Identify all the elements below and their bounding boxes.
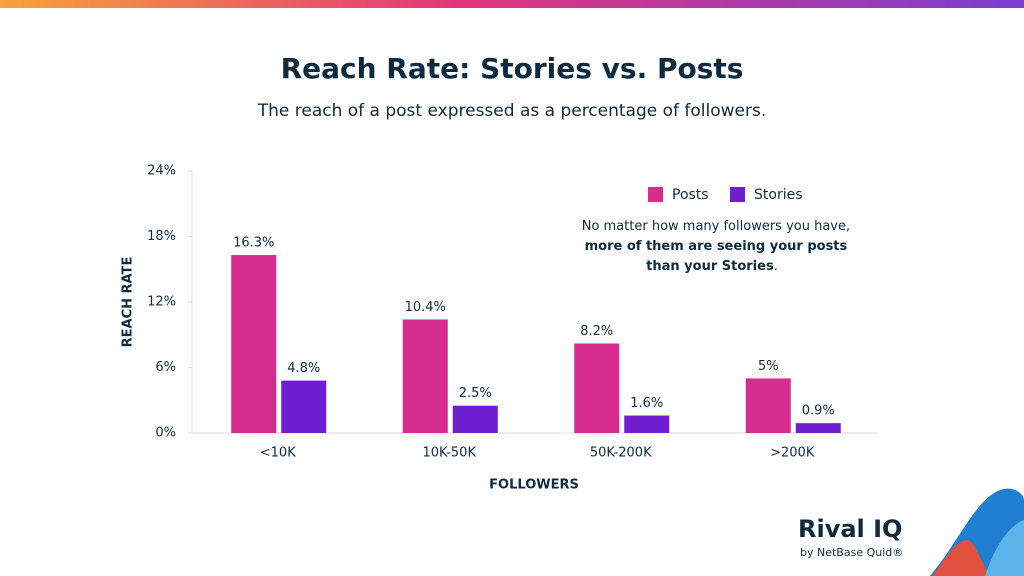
bar	[624, 415, 670, 433]
x-tick-label: 50K-200K	[590, 446, 652, 461]
legend-label: Posts	[672, 187, 709, 203]
decor-wave	[932, 540, 990, 576]
x-tick-label: <10K	[260, 446, 296, 461]
annotation-line: than your Stories	[646, 259, 774, 274]
bar	[795, 423, 841, 433]
value-label: 0.9%	[802, 404, 835, 419]
bar	[231, 255, 277, 433]
value-label: 1.6%	[630, 396, 663, 411]
y-tick-label: 24%	[147, 164, 176, 179]
annotation-line: more of them are seeing your posts	[585, 239, 848, 254]
value-label: 2.5%	[459, 386, 492, 401]
bar	[452, 405, 498, 433]
y-axis-label: REACH RATE	[121, 257, 136, 348]
annotation-line: .	[774, 259, 778, 274]
bar	[574, 343, 620, 433]
x-tick-label: 10K-50K	[423, 446, 477, 461]
annotation-line: No matter how many followers you have,	[582, 219, 850, 234]
decor-wave	[985, 520, 1024, 576]
annotation: No matter how many followers you have, m…	[582, 219, 855, 274]
top-bar	[0, 0, 1024, 8]
x-tick-label: >200K	[770, 446, 815, 461]
x-axis-label: FOLLOWERS	[489, 478, 579, 493]
bar	[745, 378, 791, 433]
value-label: 8.2%	[580, 324, 613, 339]
logo-sub: by NetBase Quid®	[800, 546, 903, 559]
legend-swatch	[648, 187, 663, 202]
bar	[281, 380, 327, 433]
chart-title: Reach Rate: Stories vs. Posts	[281, 52, 744, 85]
value-label: 16.3%	[233, 236, 274, 251]
y-tick-label: 6%	[155, 360, 176, 375]
y-tick-label: 12%	[147, 295, 176, 310]
legend-label: Stories	[754, 187, 803, 203]
y-tick-label: 0%	[155, 426, 176, 441]
chart-subtitle: The reach of a post expressed as a perce…	[257, 101, 767, 121]
value-label: 10.4%	[405, 300, 446, 315]
legend-swatch	[730, 187, 745, 202]
bar	[402, 319, 448, 433]
value-label: 4.8%	[287, 361, 320, 376]
logo: Rival IQ	[798, 515, 902, 543]
value-label: 5%	[758, 359, 779, 374]
y-tick-label: 18%	[147, 229, 176, 244]
